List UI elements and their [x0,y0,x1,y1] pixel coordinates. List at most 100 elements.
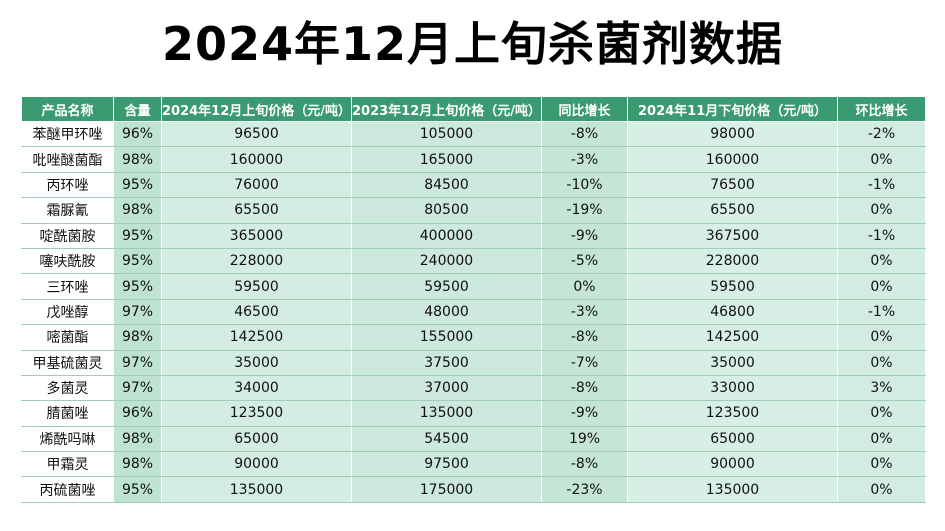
cell-price-2023-dec: 165000 [351,146,542,173]
cell-price-2024-nov: 160000 [627,146,838,173]
cell-content: 95% [113,273,162,300]
cell-price-2023-dec: 84500 [351,171,542,199]
cell-yoy-growth: 19% [541,425,628,453]
cell-yoy-growth: -19% [541,197,628,224]
cell-yoy-growth: -8% [541,451,628,478]
cell-product-name: 噻呋酰胺 [21,247,114,275]
cell-yoy-growth: -23% [541,476,628,503]
cell-yoy-growth: -9% [541,222,628,249]
header-content: 含量 [113,96,162,122]
cell-product-name: 丙硫菌唑 [21,476,114,503]
table-row: 腈菌唑 96% 123500 135000 -9% 123500 0% [21,400,926,427]
cell-price-2024-dec: 96500 [161,120,352,148]
header-product-name: 产品名称 [21,96,114,122]
cell-price-2024-dec: 65500 [161,197,352,224]
cell-yoy-growth: -8% [541,120,628,148]
cell-price-2024-nov: 98000 [627,120,838,148]
cell-price-2024-dec: 142500 [161,324,352,351]
cell-mom-growth: -1% [837,171,926,199]
cell-product-name: 烯酰吗啉 [21,425,114,453]
cell-product-name: 甲基硫菌灵 [21,349,114,376]
cell-product-name: 戊唑醇 [21,298,114,326]
cell-price-2023-dec: 155000 [351,324,542,351]
cell-content: 96% [113,400,162,427]
cell-content: 95% [113,171,162,199]
cell-price-2024-nov: 123500 [627,400,838,427]
table-row: 噻呋酰胺 95% 228000 240000 -5% 228000 0% [21,247,926,275]
cell-price-2023-dec: 175000 [351,476,542,503]
cell-content: 98% [113,146,162,173]
cell-yoy-growth: -8% [541,324,628,351]
table-row: 丙环唑 95% 76000 84500 -10% 76500 -1% [21,171,926,199]
cell-mom-growth: 0% [837,146,926,173]
cell-price-2023-dec: 97500 [351,451,542,478]
header-yoy-growth: 同比增长 [541,96,628,122]
cell-yoy-growth: 0% [541,273,628,300]
cell-price-2023-dec: 37500 [351,349,542,376]
cell-product-name: 甲霜灵 [21,451,114,478]
cell-price-2024-nov: 367500 [627,222,838,249]
table-row: 甲霜灵 98% 90000 97500 -8% 90000 0% [21,451,926,478]
header-price-2023-dec: 2023年12月上旬价格（元/吨） [351,96,542,122]
cell-mom-growth: 0% [837,273,926,300]
cell-mom-growth: 0% [837,476,926,503]
cell-mom-growth: 0% [837,400,926,427]
cell-price-2023-dec: 240000 [351,247,542,275]
cell-price-2024-dec: 228000 [161,247,352,275]
cell-price-2024-dec: 65000 [161,425,352,453]
cell-price-2024-nov: 90000 [627,451,838,478]
cell-content: 95% [113,247,162,275]
cell-price-2023-dec: 80500 [351,197,542,224]
cell-mom-growth: 0% [837,425,926,453]
table-row: 三环唑 95% 59500 59500 0% 59500 0% [21,273,926,300]
cell-price-2024-dec: 35000 [161,349,352,376]
table-row: 苯醚甲环唑 96% 96500 105000 -8% 98000 -2% [21,120,926,148]
cell-product-name: 嘧菌酯 [21,324,114,351]
cell-content: 98% [113,197,162,224]
cell-content: 98% [113,324,162,351]
cell-yoy-growth: -3% [541,298,628,326]
table-row: 嘧菌酯 98% 142500 155000 -8% 142500 0% [21,324,926,351]
cell-price-2023-dec: 48000 [351,298,542,326]
cell-mom-growth: 0% [837,324,926,351]
cell-price-2023-dec: 105000 [351,120,542,148]
cell-price-2024-nov: 46800 [627,298,838,326]
cell-product-name: 腈菌唑 [21,400,114,427]
cell-price-2024-nov: 142500 [627,324,838,351]
cell-mom-growth: 0% [837,349,926,376]
table-row: 烯酰吗啉 98% 65000 54500 19% 65000 0% [21,425,926,453]
cell-product-name: 吡唑醚菌酯 [21,146,114,173]
cell-content: 97% [113,374,162,402]
cell-content: 95% [113,222,162,249]
cell-product-name: 丙环唑 [21,171,114,199]
cell-mom-growth: -2% [837,120,926,148]
table-header-row: 产品名称 含量 2024年12月上旬价格（元/吨） 2023年12月上旬价格（元… [21,96,926,122]
cell-mom-growth: 0% [837,197,926,224]
cell-price-2024-dec: 34000 [161,374,352,402]
cell-mom-growth: 3% [837,374,926,402]
cell-product-name: 啶酰菌胺 [21,222,114,249]
cell-content: 98% [113,451,162,478]
cell-product-name: 苯醚甲环唑 [21,120,114,148]
cell-product-name: 霜脲氰 [21,197,114,224]
table-body: 苯醚甲环唑 96% 96500 105000 -8% 98000 -2% 吡唑醚菌酯 98% 16… [21,120,926,503]
cell-price-2023-dec: 135000 [351,400,542,427]
cell-content: 97% [113,349,162,376]
cell-yoy-growth: -8% [541,374,628,402]
cell-price-2024-nov: 135000 [627,476,838,503]
cell-price-2024-dec: 90000 [161,451,352,478]
cell-yoy-growth: -3% [541,146,628,173]
cell-content: 98% [113,425,162,453]
header-price-2024-dec: 2024年12月上旬价格（元/吨） [161,96,352,122]
cell-content: 96% [113,120,162,148]
cell-mom-growth: 0% [837,247,926,275]
cell-yoy-growth: -10% [541,171,628,199]
cell-price-2024-dec: 135000 [161,476,352,503]
cell-yoy-growth: -9% [541,400,628,427]
table-row: 啶酰菌胺 95% 365000 400000 -9% 367500 -1% [21,222,926,249]
header-price-2024-nov: 2024年11月下旬价格（元/吨） [627,96,838,122]
table-row: 霜脲氰 98% 65500 80500 -19% 65500 0% [21,197,926,224]
cell-price-2024-dec: 160000 [161,146,352,173]
cell-price-2024-nov: 33000 [627,374,838,402]
cell-price-2023-dec: 400000 [351,222,542,249]
